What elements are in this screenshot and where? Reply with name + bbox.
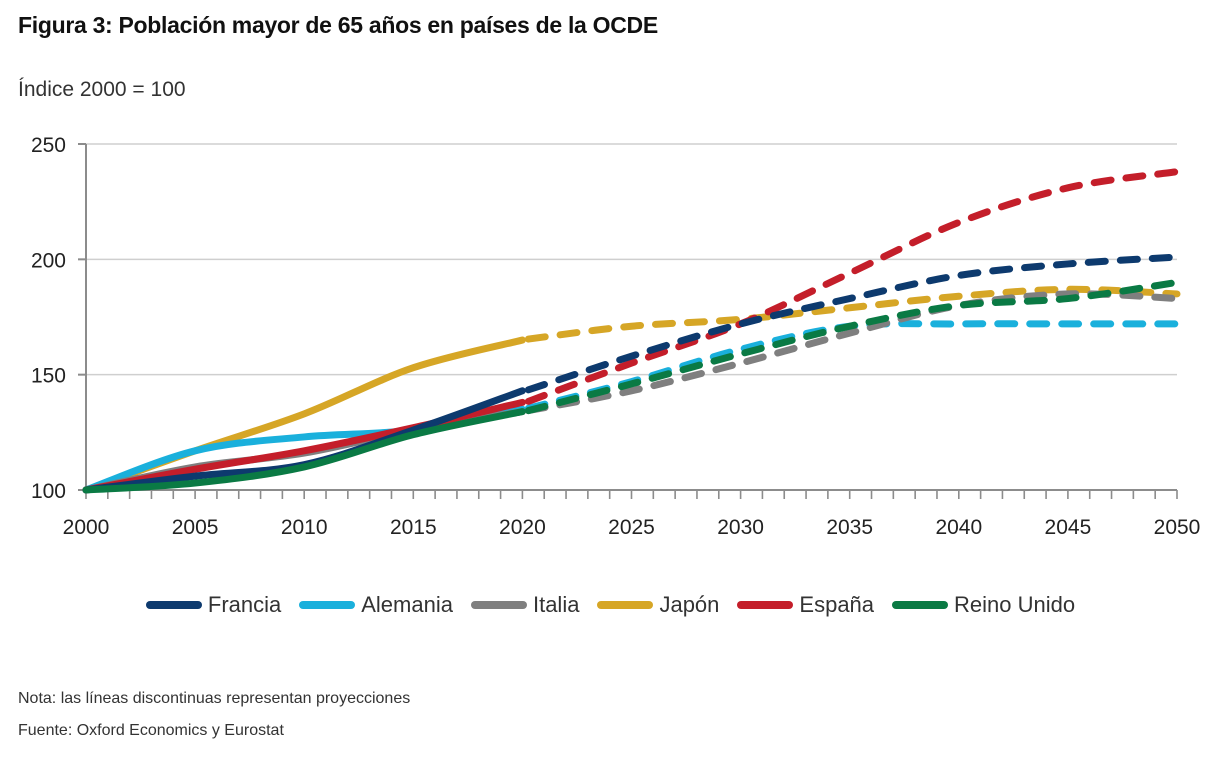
legend-label: Japón	[659, 592, 720, 617]
y-axis-unit-label: Índice 2000 = 100	[18, 78, 186, 101]
tick-labels: 100 150 200 250 2000 2005 2010 2015 2020 2025 2030…	[31, 134, 1200, 539]
line-chart: 100 150 200 250 2000 2005 2010 2015 2020 2025 2030…	[31, 134, 1200, 539]
x-tick-label: 2030	[717, 516, 764, 539]
y-tick-label: 100	[31, 480, 66, 503]
x-tick-label: 2035	[826, 516, 873, 539]
legend-swatch	[299, 601, 356, 609]
series-line-espana-projection	[524, 168, 1181, 405]
legend-swatch	[892, 601, 949, 609]
y-tick-label: 150	[31, 365, 66, 388]
x-tick-label: 2050	[1154, 516, 1201, 539]
chart-title: Figura 3: Población mayor de 65 años en …	[18, 12, 658, 38]
legend-label: Reino Unido	[954, 592, 1076, 617]
legend-item: Alemania	[299, 592, 453, 618]
legend-label: España	[799, 592, 875, 617]
legend-swatch	[597, 601, 654, 609]
x-tick-label: 2000	[63, 516, 110, 539]
legend-item: Reino Unido	[892, 592, 1075, 618]
legend-swatch	[145, 601, 202, 609]
footnote: Nota: las líneas discontinuas representa…	[18, 690, 411, 707]
legend-label: Francia	[207, 592, 282, 617]
x-tick-label: 2040	[935, 516, 982, 539]
series-line-italia-projection	[524, 290, 1181, 415]
x-tick-label: 2010	[281, 516, 328, 539]
x-tick-label: 2020	[499, 516, 546, 539]
legend-item: Francia	[145, 592, 282, 618]
legend-label: Alemania	[361, 592, 453, 617]
source-note: Fuente: Oxford Economics y Eurostat	[18, 722, 284, 739]
legend-item: Italia	[470, 592, 580, 618]
series-line-japon-projection	[524, 285, 1181, 343]
series-lines	[82, 168, 1181, 494]
series-line-reino-unido-historic	[82, 408, 526, 494]
legend-label: Italia	[532, 592, 580, 617]
series-line-francia-projection	[524, 253, 1181, 394]
legend: Francia Alemania Italia Japón España Reino Un…	[0, 592, 1221, 618]
series-line-reino-unido-projection	[524, 278, 1181, 415]
legend-item: Japón	[597, 592, 719, 618]
axes	[78, 143, 1178, 499]
legend-swatch	[470, 601, 527, 609]
x-tick-label: 2015	[390, 516, 437, 539]
x-tick-label: 2025	[608, 516, 655, 539]
y-tick-label: 200	[31, 249, 66, 272]
y-tick-label: 250	[31, 134, 66, 157]
x-tick-label: 2005	[172, 516, 219, 539]
gridlines	[86, 143, 1177, 376]
x-tick-label: 2045	[1045, 516, 1092, 539]
legend-item: España	[737, 592, 874, 618]
legend-swatch	[737, 601, 794, 609]
